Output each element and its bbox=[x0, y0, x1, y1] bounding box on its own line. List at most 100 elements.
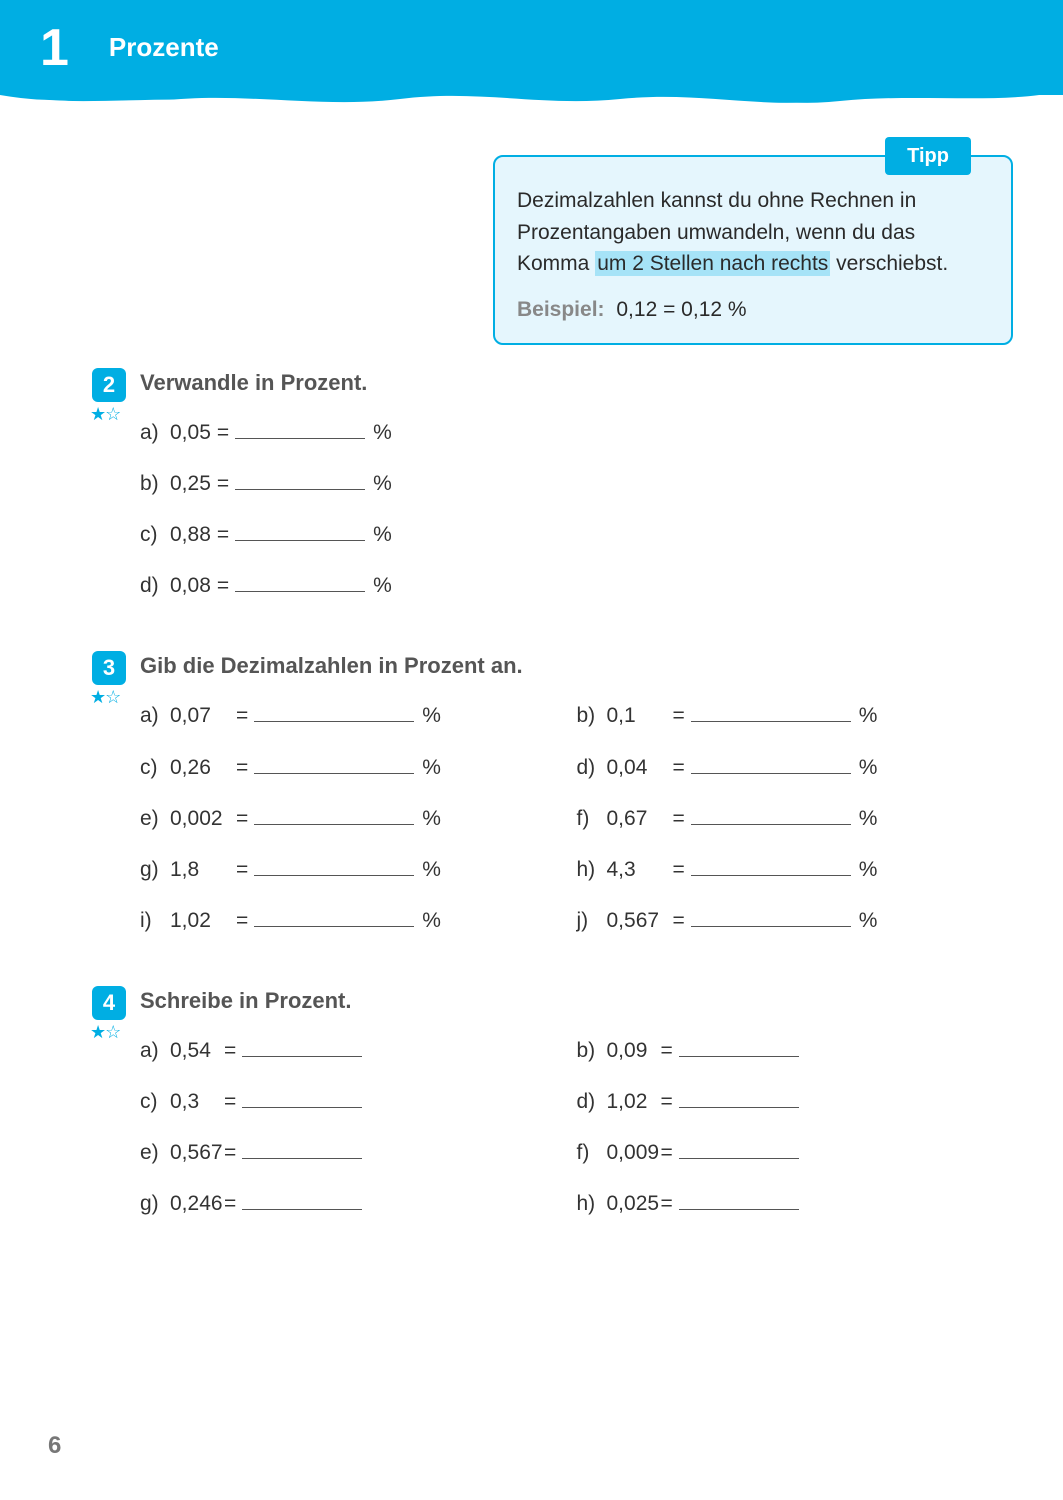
exercise: 4★☆Schreibe in Prozent.a)0,54=b)0,09=c)0… bbox=[50, 988, 1013, 1216]
answer-blank[interactable] bbox=[242, 1187, 362, 1210]
item-value: 1,02 bbox=[607, 1090, 655, 1114]
exercise-row: c)0,88=% bbox=[140, 518, 1013, 547]
item-label: a) bbox=[140, 704, 170, 728]
answer-blank[interactable] bbox=[242, 1085, 362, 1108]
exercise-title: Gib die Dezimalzahlen in Prozent an. bbox=[140, 653, 1013, 679]
item-label: d) bbox=[577, 1090, 607, 1114]
equals-sign: = bbox=[217, 574, 229, 598]
equals-sign: = bbox=[217, 421, 229, 445]
answer-blank[interactable] bbox=[679, 1187, 799, 1210]
equals-sign: = bbox=[236, 704, 248, 728]
answer-blank[interactable] bbox=[691, 853, 851, 876]
content-area: 2★☆Verwandle in Prozent.a)0,05=%b)0,25=%… bbox=[0, 370, 1063, 1271]
item-label: h) bbox=[577, 1192, 607, 1216]
equals-sign: = bbox=[661, 1141, 673, 1165]
column-right: d)0,04=% bbox=[577, 750, 1014, 779]
percent-sign: % bbox=[373, 523, 392, 547]
exercise-item: j)0,567=% bbox=[577, 904, 1014, 933]
equals-sign: = bbox=[673, 909, 685, 933]
item-label: i) bbox=[140, 909, 170, 933]
item-label: c) bbox=[140, 523, 170, 547]
item-value: 1,8 bbox=[170, 858, 230, 882]
exercise-row: e)0,567=f)0,009= bbox=[140, 1136, 1013, 1165]
exercise-item: e)0,002=% bbox=[140, 802, 577, 831]
equals-sign: = bbox=[224, 1039, 236, 1063]
answer-blank[interactable] bbox=[691, 802, 851, 825]
exercise-item: d)1,02= bbox=[577, 1085, 1014, 1114]
answer-blank[interactable] bbox=[679, 1136, 799, 1159]
equals-sign: = bbox=[673, 858, 685, 882]
item-label: f) bbox=[577, 807, 607, 831]
chapter-number: 1 bbox=[40, 18, 69, 78]
answer-blank[interactable] bbox=[691, 699, 851, 722]
equals-sign: = bbox=[673, 807, 685, 831]
item-label: e) bbox=[140, 1141, 170, 1165]
item-label: a) bbox=[140, 1039, 170, 1063]
answer-blank[interactable] bbox=[254, 699, 414, 722]
equals-sign: = bbox=[236, 756, 248, 780]
item-value: 0,26 bbox=[170, 756, 230, 780]
answer-blank[interactable] bbox=[254, 802, 414, 825]
exercise-item: g)1,8=% bbox=[140, 853, 577, 882]
item-value: 0,567 bbox=[607, 909, 667, 933]
item-value: 0,002 bbox=[170, 807, 230, 831]
answer-blank[interactable] bbox=[679, 1034, 799, 1057]
column-left: g)1,8=% bbox=[140, 853, 577, 882]
percent-sign: % bbox=[422, 756, 441, 780]
item-value: 4,3 bbox=[607, 858, 667, 882]
exercise-item: d)0,04=% bbox=[577, 750, 1014, 779]
item-label: b) bbox=[577, 1039, 607, 1063]
exercise-row: c)0,3=d)1,02= bbox=[140, 1085, 1013, 1114]
exercise-item: e)0,567= bbox=[140, 1136, 577, 1165]
item-value: 0,07 bbox=[170, 704, 230, 728]
column-left: e)0,002=% bbox=[140, 802, 577, 831]
exercise-row: a)0,05=% bbox=[140, 416, 1013, 445]
item-label: f) bbox=[577, 1141, 607, 1165]
exercise-item: b)0,1=% bbox=[577, 699, 1014, 728]
answer-blank[interactable] bbox=[254, 750, 414, 773]
answer-blank[interactable] bbox=[691, 750, 851, 773]
item-label: g) bbox=[140, 858, 170, 882]
exercise-item: c)0,3= bbox=[140, 1085, 577, 1114]
column-right: d)1,02= bbox=[577, 1085, 1014, 1114]
equals-sign: = bbox=[224, 1141, 236, 1165]
tip-example-value: 0,12 = 0,12 % bbox=[616, 298, 746, 321]
column-left: c)0,26=% bbox=[140, 750, 577, 779]
answer-blank[interactable] bbox=[235, 569, 365, 592]
column-left: e)0,567= bbox=[140, 1136, 577, 1165]
equals-sign: = bbox=[661, 1090, 673, 1114]
exercise-item: h)0,025= bbox=[577, 1187, 1014, 1216]
exercise-item: i)1,02=% bbox=[140, 904, 577, 933]
answer-blank[interactable] bbox=[242, 1136, 362, 1159]
exercise-item: b)0,09= bbox=[577, 1034, 1014, 1063]
tip-example-label: Beispiel: bbox=[517, 294, 605, 326]
answer-blank[interactable] bbox=[254, 853, 414, 876]
answer-blank[interactable] bbox=[242, 1034, 362, 1057]
answer-blank[interactable] bbox=[235, 416, 365, 439]
answer-blank[interactable] bbox=[254, 904, 414, 927]
item-label: d) bbox=[140, 574, 170, 598]
item-value: 0,3 bbox=[170, 1090, 218, 1114]
answer-blank[interactable] bbox=[235, 518, 365, 541]
item-value: 0,009 bbox=[607, 1141, 655, 1165]
item-value: 1,02 bbox=[170, 909, 230, 933]
exercise-row: i)1,02=%j)0,567=% bbox=[140, 904, 1013, 933]
percent-sign: % bbox=[373, 421, 392, 445]
exercise-item: c)0,88=% bbox=[140, 518, 392, 547]
tip-example: Beispiel: 0,12 = 0,12 % bbox=[517, 280, 989, 326]
exercise-row: b)0,25=% bbox=[140, 467, 1013, 496]
equals-sign: = bbox=[661, 1192, 673, 1216]
exercise-item: g)0,246= bbox=[140, 1187, 577, 1216]
exercise-item: a)0,54= bbox=[140, 1034, 577, 1063]
answer-blank[interactable] bbox=[679, 1085, 799, 1108]
item-label: g) bbox=[140, 1192, 170, 1216]
percent-sign: % bbox=[422, 807, 441, 831]
exercise: 2★☆Verwandle in Prozent.a)0,05=%b)0,25=%… bbox=[50, 370, 1013, 598]
item-value: 0,567 bbox=[170, 1141, 218, 1165]
item-value: 0,67 bbox=[607, 807, 667, 831]
equals-sign: = bbox=[236, 858, 248, 882]
equals-sign: = bbox=[673, 704, 685, 728]
answer-blank[interactable] bbox=[691, 904, 851, 927]
answer-blank[interactable] bbox=[235, 467, 365, 490]
exercise-number-badge: 2 bbox=[92, 368, 126, 402]
